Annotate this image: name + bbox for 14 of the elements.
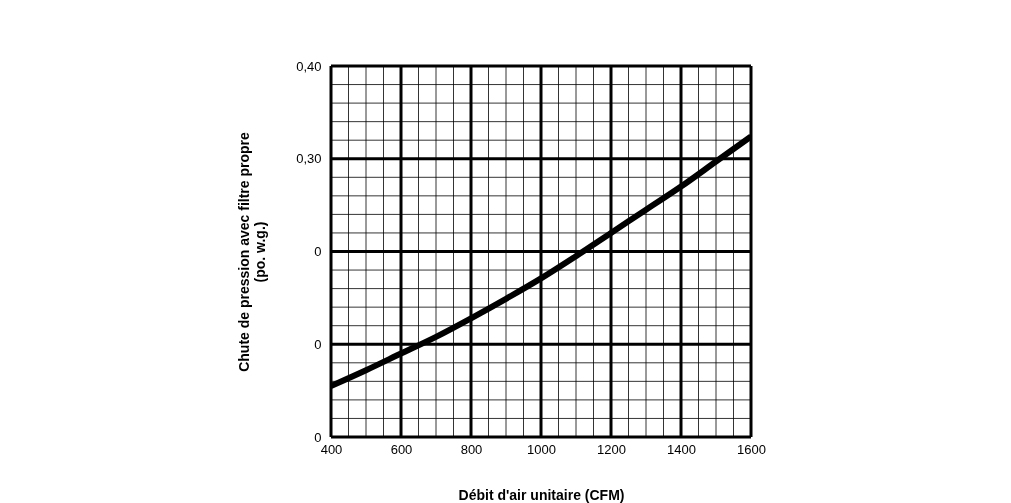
y-tick-label: 0,40 xyxy=(296,58,322,74)
x-axis-title: Débit d'air unitaire (CFM) xyxy=(458,486,625,503)
x-tick-label: 800 xyxy=(460,441,483,457)
x-tick-label: 1600 xyxy=(737,441,766,457)
x-tick-label: 1400 xyxy=(667,441,696,457)
y-tick-label: 0 xyxy=(314,336,322,352)
y-tick-label: 0,30 xyxy=(296,151,322,167)
x-tick-label: 1200 xyxy=(597,441,626,457)
y-tick-label: 0 xyxy=(314,244,322,259)
x-tick-label: 400 xyxy=(320,441,343,457)
x-tick-label: 1000 xyxy=(527,441,556,457)
y-axis-title: Chute de pression avec filtre propre (po. w.g.) xyxy=(236,131,269,372)
y-tick-label: 0 xyxy=(314,429,322,445)
x-tick-label: 600 xyxy=(390,441,413,457)
